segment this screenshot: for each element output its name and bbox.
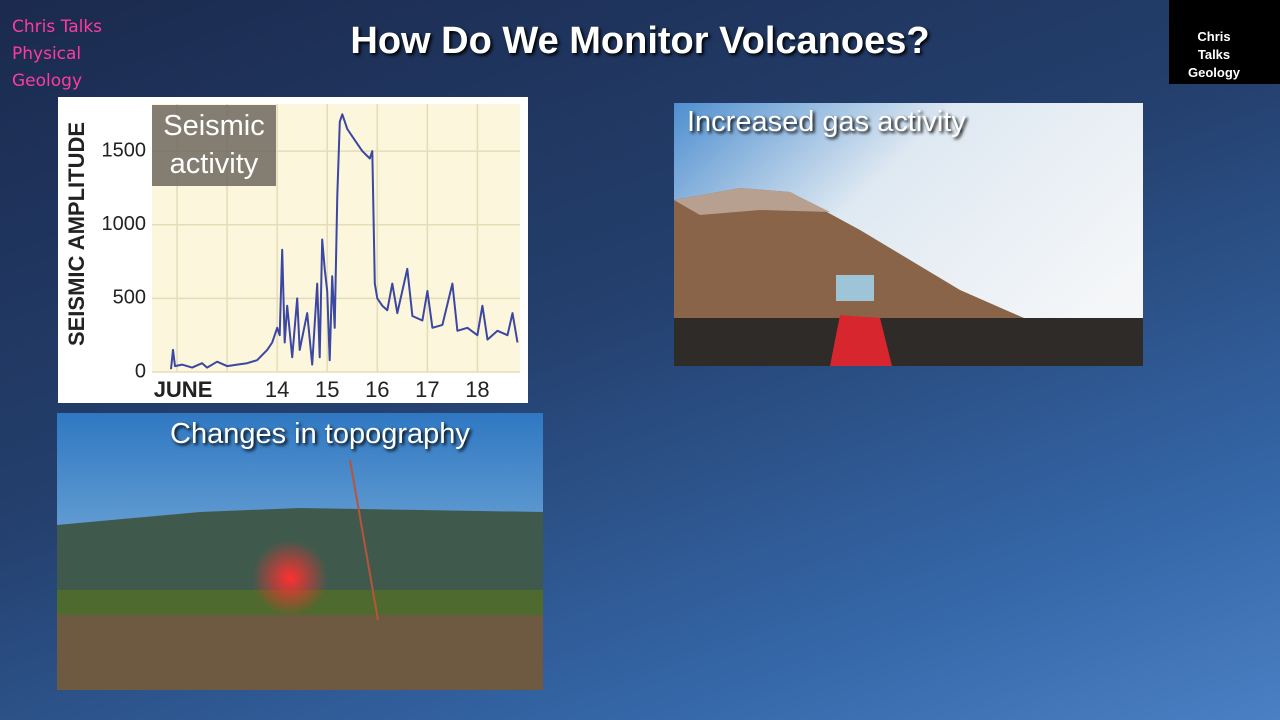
photo-gas [674,103,1143,366]
photo-caption: Changes in topography [170,418,470,450]
x-tick-label: 18 [465,377,489,402]
y-tick-label: 0 [135,360,146,382]
channel-name: Chris Talks Physical Geology [12,17,103,91]
y-tick-label: 1500 [102,139,147,161]
chart-annotation: Seismic activity [152,105,276,186]
y-axis-label: SEISMIC AMPLITUDE [64,122,89,346]
y-tick-label: 500 [113,287,146,309]
chart: 0 500 1000 1500 JUNE 14 15 16 17 18 SEISMIC AMPLIT… [64,104,520,402]
y-tick-label: 1000 [102,213,147,235]
logo-text: Chris Talks Geology [1187,29,1240,80]
logo [1169,0,1280,84]
x-tick-label: 16 [365,377,389,402]
slide-title: How Do We Monitor Volcanoes? [350,20,930,62]
x-tick-label: JUNE [154,377,213,402]
x-tick-label: 14 [265,377,289,402]
photo-caption: Increased gas activity [687,106,966,138]
x-tick-label: 15 [315,377,339,402]
x-tick-label: 17 [415,377,439,402]
data-line [170,113,519,370]
photo-topography [57,413,543,690]
